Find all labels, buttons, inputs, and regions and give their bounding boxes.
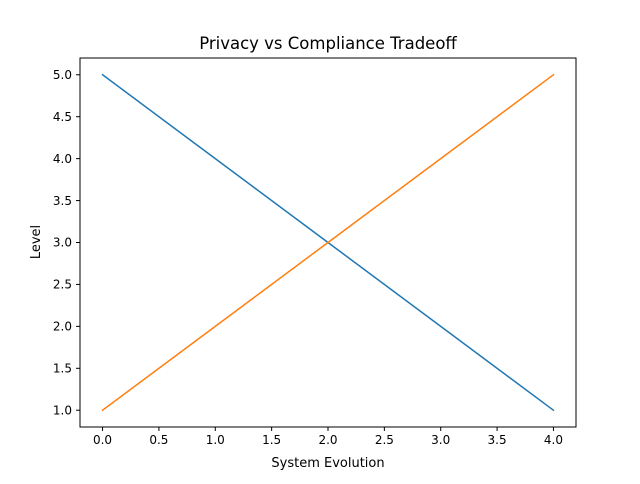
y-tick-label: 3.5 <box>53 194 72 208</box>
y-tick-label: 2.0 <box>53 320 72 334</box>
y-tick-label: 4.5 <box>53 110 72 124</box>
y-tick-label: 5.0 <box>53 68 72 82</box>
y-tick-label: 2.5 <box>53 278 72 292</box>
x-axis-label: System Evolution <box>271 456 384 471</box>
y-axis-label: Level <box>29 225 44 259</box>
y-tick-label: 3.0 <box>53 236 72 250</box>
x-tick-label: 2.5 <box>375 433 394 447</box>
x-tick-label: 1.0 <box>206 433 225 447</box>
x-tick-label: 0.0 <box>93 433 112 447</box>
y-tick-label: 1.5 <box>53 361 72 375</box>
y-tick-label: 4.0 <box>53 152 72 166</box>
y-tick-label: 1.0 <box>53 403 72 417</box>
x-tick-label: 3.0 <box>431 433 450 447</box>
plot-frame <box>79 57 577 428</box>
chart-title: Privacy vs Compliance Tradeoff <box>199 34 457 53</box>
x-tick-label: 4.0 <box>544 433 563 447</box>
series-layer <box>101 73 555 412</box>
x-axis-ticks: 0.0 0.5 1.0 1.5 2.0 2.5 3.0 3.5 4.0 <box>93 427 563 447</box>
y-axis-ticks: 1.0 1.5 2.0 2.5 3.0 3.5 4.0 4.5 5.0 <box>53 68 80 417</box>
series-line-2 <box>101 73 555 412</box>
x-tick-label: 1.5 <box>262 433 281 447</box>
x-tick-label: 0.5 <box>149 433 168 447</box>
x-tick-label: 2.0 <box>318 433 337 447</box>
x-tick-label: 3.5 <box>488 433 507 447</box>
